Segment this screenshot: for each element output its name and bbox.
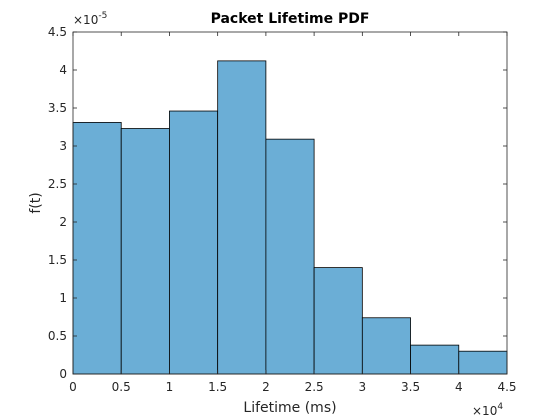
y-tick-label: 2.5 (48, 177, 67, 191)
x-tick-label: 3 (359, 380, 367, 394)
histogram-bar-7 (361, 317, 411, 375)
x-axis-label: Lifetime (ms) (243, 400, 336, 416)
y-tick-label: 0.5 (48, 329, 67, 343)
y-tick-label: 4.5 (48, 25, 67, 39)
y-exponent-base: ×10 (73, 13, 98, 27)
y-exponent: ×10-5 (73, 11, 107, 27)
x-tick-label: 3.5 (401, 380, 420, 394)
y-tick-label: 0 (59, 367, 67, 381)
histogram-bar-4 (217, 60, 267, 375)
x-exponent-power: 4 (497, 402, 503, 412)
y-tick-label: 3 (59, 139, 67, 153)
axes-box (72, 31, 508, 375)
y-axis-label: f(t) (28, 192, 44, 213)
x-tick-label: 1 (166, 380, 174, 394)
y-tick-label: 3.5 (48, 101, 67, 115)
histogram-bar-9 (458, 350, 508, 375)
x-tick-label: 0 (69, 380, 77, 394)
x-tick-label: 4.5 (497, 380, 516, 394)
histogram-bar-3 (169, 110, 219, 375)
x-tick-label: 1.5 (208, 380, 227, 394)
y-exponent-power: -5 (98, 11, 107, 21)
histogram-bar-5 (265, 138, 315, 375)
histogram-bar-6 (313, 267, 363, 375)
y-tick-label: 4 (59, 63, 67, 77)
histogram-bar-8 (410, 344, 460, 375)
x-tick-label: 2 (262, 380, 270, 394)
y-tick-label: 1.5 (48, 253, 67, 267)
x-tick-label: 0.5 (112, 380, 131, 394)
histogram-bar-2 (120, 128, 170, 375)
y-ticks-group: 0 0.5 1 1.5 2 2.5 3 3.5 4 4.5 (48, 25, 507, 381)
x-tick-label: 4 (455, 380, 463, 394)
x-tick-label: 2.5 (305, 380, 324, 394)
y-tick-label: 2 (59, 215, 67, 229)
y-tick-label: 1 (59, 291, 67, 305)
histogram-bar-1 (72, 122, 122, 375)
x-exponent: ×104 (472, 402, 503, 418)
x-exponent-base: ×10 (472, 404, 497, 418)
bars-group (72, 60, 508, 375)
x-ticks-group: 0 0.5 1 1.5 2 2.5 3 3.5 4 4.5 (69, 32, 517, 394)
chart-title: Packet Lifetime PDF (211, 11, 370, 27)
